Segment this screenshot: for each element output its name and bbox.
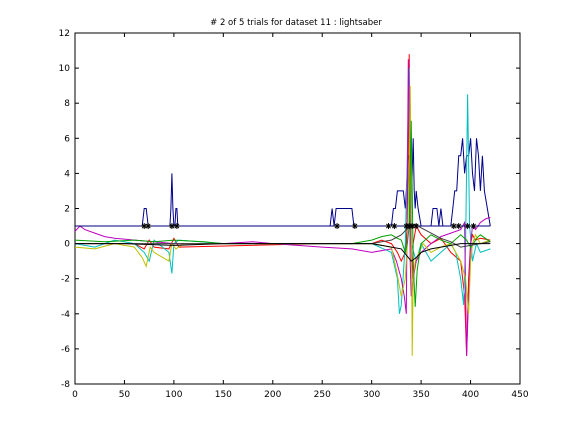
y-tick-label: 10	[59, 64, 71, 74]
y-tick-label: 8	[64, 99, 70, 109]
star-marker	[168, 223, 175, 230]
star-marker	[470, 223, 477, 230]
series-line-8	[75, 243, 491, 262]
x-tick-label: 450	[511, 390, 528, 400]
y-tick-label: -8	[61, 380, 70, 390]
x-tick-label: 150	[215, 390, 232, 400]
star-marker	[145, 223, 152, 230]
y-tick-label: -2	[61, 275, 70, 285]
y-tick-label: -4	[61, 310, 70, 320]
chart-title: # 2 of 5 trials for dataset 11 : lightsa…	[210, 18, 382, 28]
y-tick-label: 0	[64, 240, 70, 250]
series-layer	[74, 54, 491, 356]
x-tick-label: 250	[314, 390, 331, 400]
y-tick-label: 2	[64, 205, 70, 215]
x-tick-label: 400	[462, 390, 479, 400]
x-tick-label: 300	[363, 390, 380, 400]
star-marker	[173, 223, 180, 230]
x-tick-label: 200	[264, 390, 281, 400]
series-line-6	[74, 120, 491, 307]
axis-ticks: 0 50 100 150 200 250 300 350 400 450 -8 -6 -4 -2 0 2 4 6 8…	[59, 29, 529, 400]
x-tick-label: 50	[119, 390, 131, 400]
star-marker	[450, 223, 457, 230]
marker-layer	[141, 223, 477, 230]
x-tick-label: 350	[413, 390, 430, 400]
star-marker	[391, 223, 398, 230]
star-marker	[351, 223, 358, 230]
star-marker	[413, 223, 420, 230]
y-tick-label: 12	[59, 29, 70, 39]
star-marker	[385, 223, 392, 230]
plot-area	[74, 32, 521, 385]
star-marker	[455, 223, 462, 230]
y-tick-label: 4	[64, 169, 70, 179]
x-tick-label: 100	[165, 390, 182, 400]
x-tick-label: 0	[72, 390, 78, 400]
star-marker	[334, 223, 341, 230]
y-tick-label: -6	[61, 345, 70, 355]
star-marker	[464, 223, 471, 230]
y-tick-label: 6	[64, 134, 70, 144]
